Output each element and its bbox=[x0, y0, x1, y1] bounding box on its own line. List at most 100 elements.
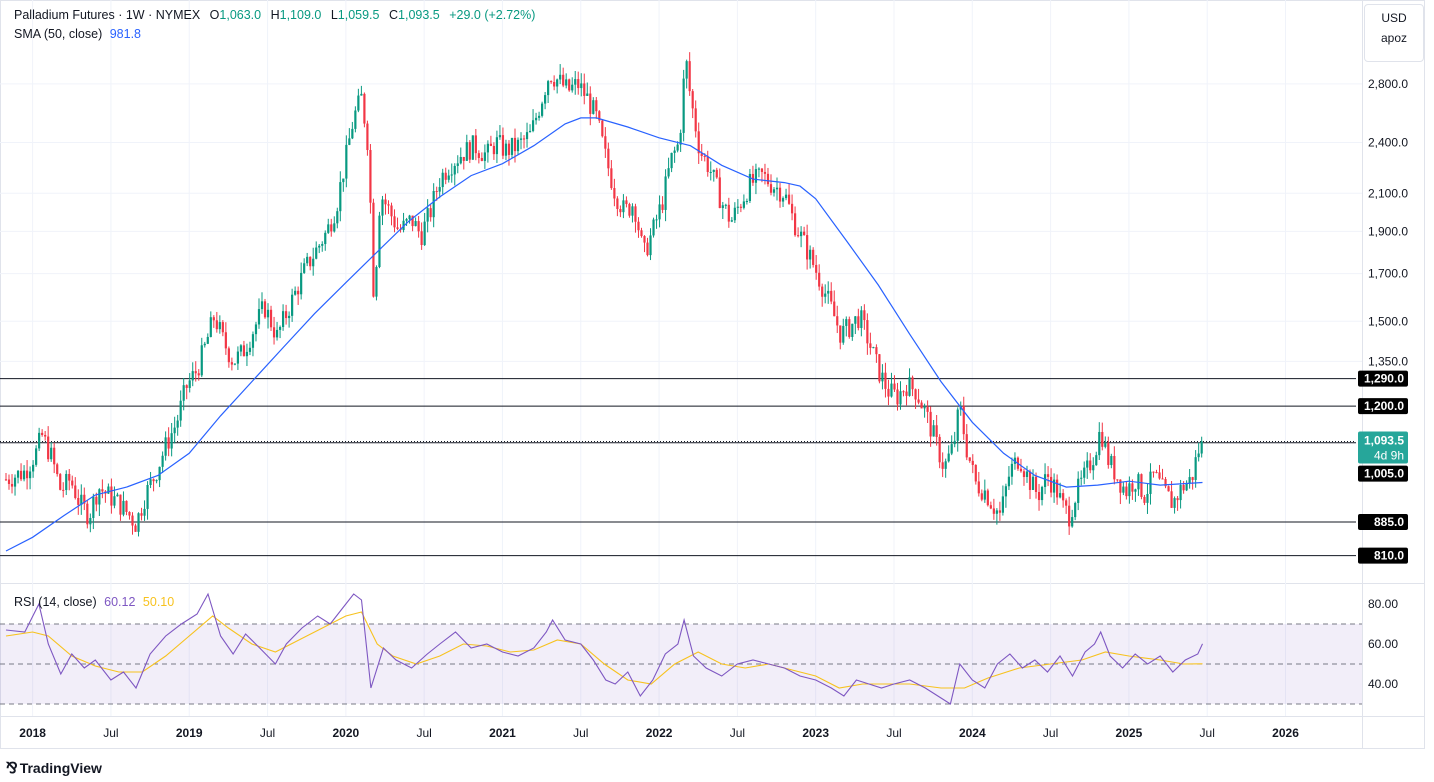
candle-body bbox=[1089, 460, 1092, 471]
candle-body bbox=[248, 347, 252, 352]
candle-body bbox=[375, 267, 378, 297]
candle-body bbox=[1158, 472, 1161, 479]
candle-body bbox=[471, 135, 474, 160]
candle-body bbox=[540, 103, 544, 116]
candle-body bbox=[757, 168, 761, 170]
candle-body bbox=[402, 220, 405, 231]
candle-body bbox=[983, 490, 986, 500]
price-tick-label: 1,350.0 bbox=[1368, 354, 1408, 368]
candle-body bbox=[122, 500, 125, 515]
candle-body bbox=[378, 215, 381, 268]
close-label: C bbox=[388, 8, 399, 22]
candle-body bbox=[53, 447, 56, 465]
candle-body bbox=[1125, 486, 1128, 497]
candle-body bbox=[182, 385, 185, 401]
candle-body bbox=[408, 215, 411, 220]
rsi-band bbox=[0, 624, 1362, 704]
candle-body bbox=[384, 199, 387, 205]
candle-body bbox=[775, 187, 779, 190]
candle-body bbox=[372, 202, 375, 297]
candle-body bbox=[1116, 479, 1119, 481]
candle-body bbox=[586, 93, 589, 96]
candle-body bbox=[107, 486, 110, 494]
candle-body bbox=[625, 200, 628, 205]
candle-body bbox=[272, 327, 276, 338]
candle-body bbox=[1007, 476, 1011, 487]
candle-body bbox=[498, 135, 502, 138]
candle-body bbox=[447, 175, 450, 180]
tradingview-brand: TradingView bbox=[19, 760, 102, 776]
candle-body bbox=[1164, 479, 1167, 487]
candle-body bbox=[718, 177, 721, 209]
candle-body bbox=[1182, 485, 1185, 491]
candle-body bbox=[739, 206, 742, 208]
candle-body bbox=[851, 323, 854, 337]
candle-body bbox=[655, 219, 658, 221]
candle-body bbox=[393, 216, 396, 228]
candle-body bbox=[417, 221, 420, 232]
level-price-label-bg bbox=[1358, 370, 1408, 387]
candle-body bbox=[257, 309, 261, 325]
candle-body bbox=[544, 95, 547, 104]
candle-body bbox=[878, 354, 881, 382]
rsi-ma-value: 50.10 bbox=[142, 595, 175, 609]
candle-body bbox=[486, 143, 489, 153]
candle-body bbox=[477, 153, 480, 158]
time-axis-label: 2024 bbox=[959, 726, 986, 740]
candle-body bbox=[62, 489, 65, 491]
candle-body bbox=[438, 187, 441, 192]
candle-body bbox=[848, 319, 851, 337]
candle-body bbox=[294, 290, 297, 295]
currency-unit-button[interactable]: USD apoz bbox=[1364, 4, 1424, 62]
candle-body bbox=[284, 311, 288, 319]
candle-body bbox=[947, 453, 950, 462]
rsi-tick-label: 60.00 bbox=[1368, 637, 1398, 651]
time-axis-label: Jul bbox=[416, 726, 431, 740]
candle-body bbox=[613, 188, 616, 199]
candle-body bbox=[456, 163, 459, 166]
candle-body bbox=[143, 508, 146, 516]
candle-body bbox=[751, 173, 755, 183]
candle-body bbox=[297, 290, 300, 295]
candle-body bbox=[679, 132, 682, 145]
candle-body bbox=[736, 206, 739, 208]
candle-body bbox=[342, 178, 345, 183]
candle-body bbox=[387, 204, 390, 206]
candle-body bbox=[1200, 441, 1203, 454]
candle-body bbox=[827, 290, 830, 294]
candle-body bbox=[670, 152, 673, 169]
candle-body bbox=[357, 95, 360, 111]
candle-body bbox=[263, 301, 267, 318]
candle-body bbox=[16, 470, 20, 478]
level-price-label-bg bbox=[1358, 465, 1408, 482]
candle-body bbox=[50, 447, 53, 460]
candle-body bbox=[754, 169, 758, 183]
candle-body bbox=[926, 406, 929, 412]
candle-body bbox=[414, 221, 417, 227]
price-tick-label: 1,500.0 bbox=[1368, 314, 1408, 328]
candle-body bbox=[459, 156, 462, 164]
candle-body bbox=[266, 309, 270, 318]
rsi-label: RSI (14, close) bbox=[14, 595, 97, 609]
low-value: 1,059.5 bbox=[337, 8, 380, 22]
candle-body bbox=[1131, 483, 1134, 492]
candle-body bbox=[194, 371, 197, 374]
candle-body bbox=[324, 232, 327, 245]
candle-body bbox=[965, 434, 968, 458]
candle-body bbox=[303, 263, 306, 273]
last-price-tag-bg bbox=[1358, 431, 1408, 464]
candle-body bbox=[77, 497, 80, 505]
candle-body bbox=[706, 156, 709, 172]
candle-body bbox=[649, 235, 652, 256]
candle-body bbox=[351, 128, 354, 139]
level-price-label: 885.0 bbox=[1374, 515, 1404, 529]
candle-body bbox=[13, 477, 17, 487]
level-price-label: 1,290.0 bbox=[1364, 372, 1404, 386]
candle-body bbox=[483, 152, 486, 161]
rsi-legend: RSI (14, close) 60.12 50.10 bbox=[14, 595, 174, 609]
candle-body bbox=[902, 391, 905, 393]
price-tick-label: 2,400.0 bbox=[1368, 135, 1408, 149]
candle-body bbox=[474, 135, 477, 154]
tradingview-footer[interactable]: ⅋ TradingView bbox=[6, 759, 102, 777]
